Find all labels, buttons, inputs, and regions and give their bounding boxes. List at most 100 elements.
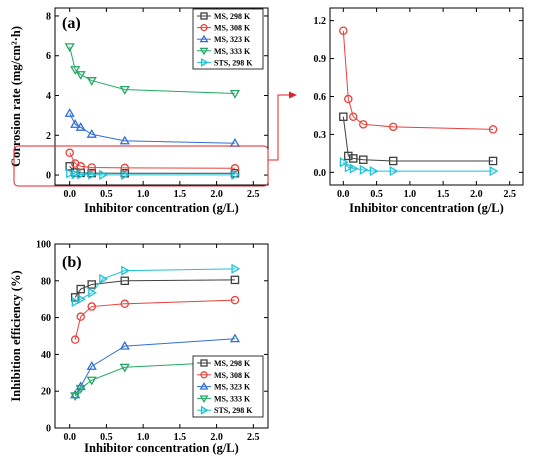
x-tick-label: 0.5 (100, 432, 113, 443)
panel-label: (a) (62, 15, 81, 32)
legend-entry: MS, 308 K (214, 24, 251, 33)
data-point (389, 166, 399, 177)
data-point (86, 361, 97, 370)
x-tick-label: 0.0 (63, 189, 76, 200)
series-line (74, 361, 235, 397)
legend-entry: MS, 333 K (214, 394, 251, 403)
y-tick-label: 0.9 (314, 54, 327, 65)
y-tick-label: 100 (36, 240, 51, 251)
data-point (231, 263, 241, 274)
data-point (121, 265, 131, 276)
data-point (359, 155, 368, 164)
y-tick-label: 4 (46, 91, 51, 102)
x-tick-label: 2.0 (470, 189, 483, 200)
data-point (388, 156, 398, 166)
legend-marker (200, 371, 208, 379)
y-tick-label: 20 (41, 387, 51, 398)
series (65, 148, 240, 173)
data-point (70, 389, 81, 399)
series-line (69, 46, 235, 95)
highlight-rectangle (13, 145, 269, 187)
legend-marker (200, 23, 208, 32)
legend-marker (199, 34, 209, 43)
series (71, 263, 241, 308)
x-tick-label: 0.0 (63, 432, 76, 443)
data-point (349, 154, 358, 163)
panel-label: (b) (62, 254, 82, 271)
legend-entry: MS, 298 K (214, 12, 251, 21)
data-point (70, 392, 81, 402)
legend-entry: MS, 298 K (214, 359, 251, 368)
y-axis-label: Corrosion rate (mg/cm²·h) (9, 26, 23, 167)
series-line (69, 113, 235, 144)
data-point (119, 340, 130, 350)
data-point (119, 86, 130, 95)
chart-2: 0.0 0.5 1.0 1.5 2.0 2.5 0.0 0.3 0.6 0.9 1.2 Inhibit… (314, 7, 524, 215)
data-point (339, 112, 348, 121)
data-point (88, 169, 97, 180)
data-point (87, 280, 96, 289)
x-tick-label: 1.5 (174, 189, 187, 200)
data-point (369, 166, 379, 177)
x-tick-label: 0.5 (100, 189, 113, 200)
legend: MS, 298 K MS, 308 K MS, 323 K MS, 333 K STS,… (192, 8, 264, 70)
chart-1: 0.0 0.5 1.0 1.5 2.0 2.5 0 2 4 6 8 Inhibitor concent… (9, 7, 269, 215)
y-tick-label: 0.3 (314, 130, 327, 141)
data-point (87, 163, 96, 172)
legend-entry: MS, 308 K (214, 371, 251, 380)
series-line (342, 116, 494, 162)
data-point (88, 287, 97, 298)
data-point (488, 156, 498, 166)
zoom-highlight (13, 91, 297, 187)
x-axis-label: Inhibitor concentration (g/L) (84, 201, 239, 215)
data-point (70, 66, 81, 75)
series-line (69, 172, 235, 176)
data-point (488, 125, 498, 134)
y-tick-label: 0.0 (314, 168, 327, 179)
data-point (77, 294, 86, 305)
legend: MS, 298 K MS, 308 K MS, 323 K MS, 333 K STS,… (192, 355, 264, 418)
data-point (76, 162, 85, 171)
data-point (120, 299, 130, 309)
data-point (229, 89, 241, 99)
x-tick-label: 0.5 (370, 189, 383, 200)
data-point (229, 333, 241, 343)
data-point (119, 363, 130, 373)
data-point (75, 71, 86, 80)
data-point (99, 273, 108, 285)
legend-marker (200, 405, 209, 415)
y-tick-label: 0.6 (314, 92, 327, 103)
legend-entry: STS, 298 K (214, 406, 253, 415)
data-point (70, 119, 81, 128)
data-point (359, 120, 368, 129)
y-tick-label: 1.2 (314, 16, 327, 27)
y-tick-label: 2 (46, 131, 51, 142)
data-point (70, 335, 80, 344)
x-tick-label: 2.5 (503, 189, 516, 200)
series (70, 275, 240, 302)
x-axis-label: Inhibitor concentration (g/L) (84, 441, 239, 455)
data-point (230, 295, 240, 305)
legend-entry: STS, 298 K (214, 58, 253, 67)
x-tick-label: 1.0 (137, 189, 150, 200)
x-tick-label: 0.0 (337, 189, 350, 200)
y-tick-label: 80 (41, 276, 51, 287)
series-line (342, 161, 494, 172)
data-point (64, 43, 75, 53)
data-point (349, 112, 358, 121)
data-point (76, 312, 85, 321)
plot-frame (54, 7, 269, 186)
data-point (359, 164, 369, 175)
legend-marker (199, 395, 209, 403)
data-point (77, 169, 86, 180)
y-axis-label: Inhibition efficiency (%) (9, 270, 23, 401)
data-point (231, 169, 241, 180)
x-tick-label: 1.0 (404, 189, 417, 200)
y-tick-label: 0 (46, 424, 51, 435)
legend-entry: MS, 323 K (214, 383, 251, 392)
x-tick-label: 2.5 (247, 189, 260, 200)
data-point (70, 293, 80, 302)
data-point (86, 129, 97, 138)
y-tick-label: 6 (46, 51, 51, 62)
